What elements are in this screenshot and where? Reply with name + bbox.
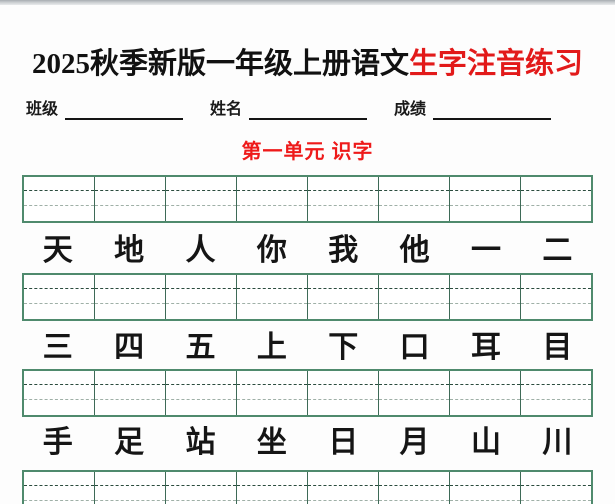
pinyin-cell bbox=[237, 371, 308, 415]
pinyin-cell bbox=[24, 275, 95, 319]
pinyin-cell bbox=[24, 371, 95, 415]
character: 天 bbox=[42, 234, 73, 267]
character: 川 bbox=[542, 426, 573, 459]
pinyin-cell bbox=[450, 472, 521, 504]
character: 上 bbox=[256, 331, 287, 364]
pinyin-cell bbox=[237, 472, 308, 504]
character: 三 bbox=[42, 331, 73, 364]
character: 耳 bbox=[470, 331, 501, 364]
pinyin-cell bbox=[521, 177, 591, 221]
field-class-blank bbox=[65, 102, 184, 120]
pinyin-cell bbox=[450, 371, 521, 415]
character-row-1: 天 地 人 你 我 他 一 二 bbox=[22, 234, 593, 268]
pinyin-cell bbox=[379, 275, 450, 319]
pinyin-cell bbox=[166, 275, 237, 319]
pinyin-cell bbox=[379, 371, 450, 415]
field-score-label: 成绩 bbox=[393, 101, 426, 118]
character: 日 bbox=[328, 426, 359, 459]
character: 四 bbox=[114, 331, 145, 364]
window-top-edge bbox=[0, 0, 615, 5]
character: 足 bbox=[114, 426, 145, 459]
pinyin-cell bbox=[308, 371, 379, 415]
page-title-red: 生字注音练习 bbox=[409, 48, 584, 80]
field-score: 成绩 bbox=[394, 100, 551, 120]
field-score-blank bbox=[432, 102, 551, 120]
character: 二 bbox=[542, 234, 573, 267]
pinyin-cell bbox=[379, 472, 450, 504]
character: 坐 bbox=[256, 426, 287, 459]
field-name: 姓名 bbox=[210, 100, 367, 120]
character: 山 bbox=[470, 426, 501, 459]
pinyin-cell bbox=[450, 177, 521, 221]
character: 地 bbox=[114, 234, 145, 267]
field-name-label: 姓名 bbox=[209, 101, 242, 118]
pinyin-cell bbox=[95, 371, 166, 415]
pinyin-cell bbox=[95, 275, 166, 319]
character: 他 bbox=[399, 234, 430, 267]
pinyin-cell bbox=[95, 472, 166, 504]
character: 手 bbox=[42, 426, 73, 459]
pinyin-cell bbox=[379, 177, 450, 221]
pinyin-cell bbox=[237, 275, 308, 319]
character: 站 bbox=[185, 426, 216, 459]
pinyin-cell bbox=[308, 177, 379, 221]
pinyin-cell bbox=[521, 275, 591, 319]
character: 下 bbox=[328, 331, 359, 364]
pinyin-grid-3 bbox=[22, 369, 593, 417]
page-title: 2025秋季新版一年级上册语文生字注音练习 bbox=[0, 48, 615, 81]
character: 五 bbox=[185, 331, 216, 364]
field-name-blank bbox=[249, 102, 367, 120]
field-class: 班级 bbox=[26, 100, 184, 120]
character: 人 bbox=[185, 234, 216, 267]
character: 目 bbox=[542, 331, 573, 364]
pinyin-cell bbox=[95, 177, 166, 221]
header-fields: 班级 姓名 成绩 bbox=[0, 96, 615, 120]
field-class-label: 班级 bbox=[26, 101, 59, 118]
pinyin-grid-4 bbox=[22, 470, 593, 504]
pinyin-grid-2 bbox=[22, 273, 593, 321]
pinyin-cell bbox=[166, 177, 237, 221]
pinyin-cell bbox=[166, 371, 237, 415]
pinyin-grid-1 bbox=[22, 175, 593, 223]
section-title: 第一单元 识字 bbox=[241, 141, 374, 163]
pinyin-cell bbox=[166, 472, 237, 504]
character-row-3: 手 足 站 坐 日 月 山 川 bbox=[22, 426, 593, 460]
page-title-black: 2025秋季新版一年级上册语文 bbox=[31, 48, 409, 80]
character: 你 bbox=[256, 234, 287, 267]
pinyin-cell bbox=[521, 371, 591, 415]
pinyin-cell bbox=[24, 472, 95, 504]
pinyin-cell bbox=[308, 275, 379, 319]
pinyin-cell bbox=[237, 177, 308, 221]
pinyin-cell bbox=[308, 472, 379, 504]
character-row-2: 三 四 五 上 下 口 耳 目 bbox=[22, 331, 593, 365]
character: 月 bbox=[399, 426, 430, 459]
pinyin-cell bbox=[521, 472, 591, 504]
pinyin-cell bbox=[450, 275, 521, 319]
character: 一 bbox=[470, 234, 501, 267]
character: 口 bbox=[399, 331, 430, 364]
pinyin-cell bbox=[24, 177, 95, 221]
character: 我 bbox=[328, 234, 359, 267]
